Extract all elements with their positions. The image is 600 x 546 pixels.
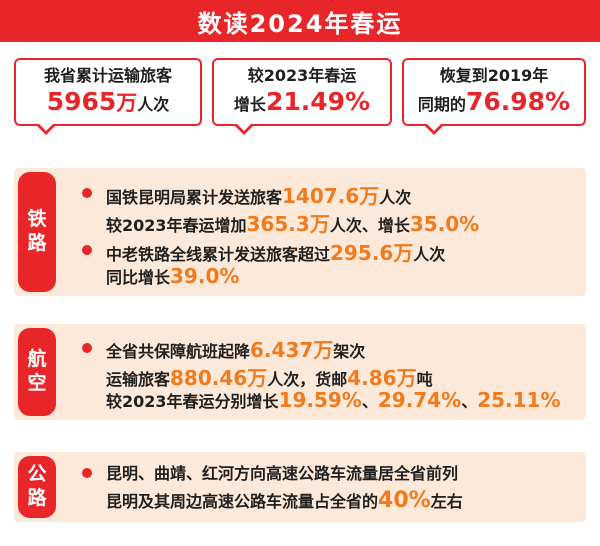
number: 29.74% xyxy=(377,388,462,412)
number: 295.6 xyxy=(330,241,394,265)
number: 365.3 xyxy=(246,212,310,236)
stat-card-passengers: 我省累计运输旅客 5965万人次 xyxy=(14,58,202,135)
stat-label: 较2023年春运 xyxy=(247,66,357,86)
rail-item2-line2: 同比增长39.0% xyxy=(106,264,239,288)
stat-value: 21.49% xyxy=(265,87,371,117)
tag-char: 铁 xyxy=(27,208,47,231)
rail-section: 铁 路 国铁昆明局累计发送旅客1407.6万人次 较2023年春运增加365.3… xyxy=(14,168,586,296)
unit: 万 xyxy=(359,184,380,208)
number: 880.46 xyxy=(170,366,248,390)
bullet-icon xyxy=(82,468,92,478)
tag-char: 航 xyxy=(27,348,47,371)
stat-value-line: 5965万人次 xyxy=(47,86,170,117)
stat-unit-big: 万 xyxy=(116,91,138,116)
stat-prefix: 增长 xyxy=(233,95,266,115)
unit: 万 xyxy=(247,366,268,390)
number: 19.59% xyxy=(278,388,362,412)
text: 同比增长 xyxy=(106,268,171,287)
title-banner: 数读2024年春运 xyxy=(0,0,600,42)
text: 架次 xyxy=(333,342,366,361)
stat-value: 76.98% xyxy=(465,87,571,117)
bullet-icon xyxy=(82,188,92,198)
text: 左右 xyxy=(430,492,463,511)
stat-card-growth: 较2023年春运 增长21.49% xyxy=(212,58,392,135)
rail-item1-line1: 国铁昆明局累计发送旅客1407.6万人次 xyxy=(106,180,411,209)
tag-char: 路 xyxy=(27,487,47,509)
text: 较2023年春运增加 xyxy=(106,216,247,235)
stat-label: 我省累计运输旅客 xyxy=(43,66,172,86)
air-line1: 全省共保障航班起降6.437万架次 xyxy=(106,334,365,363)
unit: 万 xyxy=(309,212,330,236)
separator: 、 xyxy=(361,392,378,411)
rail-item1-line2: 较2023年春运增加365.3万人次、增长35.0% xyxy=(106,208,479,237)
stat-label: 恢复到2019年 xyxy=(439,66,549,86)
number: 6.437 xyxy=(250,338,314,362)
rail-item2-line1: 中老铁路全线累计发送旅客超过295.6万人次 xyxy=(106,237,445,266)
stat-value: 5965 xyxy=(46,87,117,117)
air-line3: 较2023年春运分别增长19.59%、29.74%、25.11% xyxy=(106,388,561,412)
text: 运输旅客 xyxy=(106,370,171,389)
number: 35.0% xyxy=(409,212,480,236)
text: 中老铁路全线累计发送旅客超过 xyxy=(106,245,331,264)
tag-char: 公 xyxy=(27,463,47,486)
number: 40% xyxy=(378,488,431,513)
number: 39.0% xyxy=(170,264,240,288)
stat-value-line: 增长21.49% xyxy=(234,86,370,117)
stat-card-recovery: 恢复到2019年 同期的76.98% xyxy=(402,58,586,135)
air-tag: 航 空 xyxy=(18,328,56,416)
road-line2: 昆明及其周边高速公路车流量占全省的40%左右 xyxy=(106,488,463,513)
road-tag: 公 路 xyxy=(18,456,56,518)
page-title: 数读2024年春运 xyxy=(197,9,403,38)
rail-tag: 铁 路 xyxy=(18,172,56,292)
road-section: 公 路 昆明、曲靖、红河方向高速公路车流量居全省前列 昆明及其周边高速公路车流量… xyxy=(14,452,586,522)
air-line2: 运输旅客880.46万人次，货邮4.86万吨 xyxy=(106,362,433,391)
text: 全省共保障航班起降 xyxy=(106,342,251,361)
number: 4.86 xyxy=(347,366,397,390)
road-line1: 昆明、曲靖、红河方向高速公路车流量居全省前列 xyxy=(106,464,459,483)
unit: 万 xyxy=(313,338,334,362)
unit: 万 xyxy=(393,241,414,265)
bullet-icon xyxy=(82,343,92,353)
stat-prefix: 同期的 xyxy=(417,95,466,115)
tag-char: 空 xyxy=(27,372,47,394)
separator: 、 xyxy=(461,392,478,411)
air-section: 航 空 全省共保障航班起降6.437万架次 运输旅客880.46万人次，货邮4.… xyxy=(14,324,586,420)
text: 人次 xyxy=(413,245,446,264)
number: 1407.6 xyxy=(282,184,360,208)
text: 人次、增长 xyxy=(329,216,410,235)
bullet-icon xyxy=(82,245,92,255)
text: 吨 xyxy=(416,370,433,389)
stat-value-line: 同期的76.98% xyxy=(418,86,570,117)
tag-char: 路 xyxy=(27,232,47,254)
unit: 万 xyxy=(396,366,417,390)
stat-unit: 人次 xyxy=(137,95,170,115)
number: 25.11% xyxy=(477,388,561,412)
text: 昆明及其周边高速公路车流量占全省的 xyxy=(106,492,379,511)
text: 人次 xyxy=(379,188,412,207)
text: 人次，货邮 xyxy=(267,370,348,389)
text: 较2023年春运分别增长 xyxy=(106,392,279,411)
text: 国铁昆明局累计发送旅客 xyxy=(106,188,283,207)
